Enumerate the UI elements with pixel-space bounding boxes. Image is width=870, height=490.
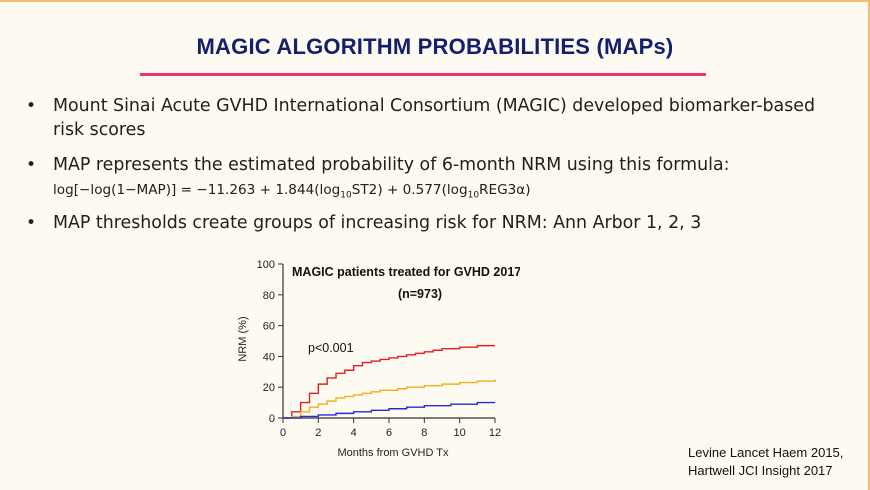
bullet-text: MAP thresholds create groups of increasi… (53, 213, 702, 233)
x-tick-label: 4 (351, 427, 357, 439)
x-axis-label: Months from GVHD Tx (337, 447, 449, 459)
formula-part: log[−log(1−MAP)] = −11.263 + 1.844(log (53, 182, 341, 198)
x-tick-label: 6 (386, 427, 392, 439)
nrm-formula: log[−log(1−MAP)] = −11.263 + 1.844(log10… (53, 182, 531, 201)
y-tick-label: 100 (257, 259, 275, 271)
nrm-line-chart: 0 20 40 60 80 100 0 2 4 6 8 10 12 Months from GVHD Tx… (237, 259, 520, 459)
x-tick-label: 10 (454, 427, 466, 439)
right-border (868, 0, 870, 490)
y-axis-label: NRM (%) (237, 316, 249, 361)
p-value-annotation: p<0.001 (308, 341, 354, 355)
formula-subscript: 10 (340, 190, 352, 201)
x-tick-label: 8 (421, 427, 427, 439)
slide-title: MAGIC ALGORITHM PROBABILITIES (MAPs) (196, 34, 674, 59)
y-tick-label: 80 (263, 290, 275, 302)
x-tick-label: 2 (315, 427, 321, 439)
formula-part: ST2) + 0.577(log (351, 182, 468, 198)
citation: Levine Lancet Haem 2015, Hartwell JCI In… (688, 444, 843, 480)
title-underline (140, 73, 706, 76)
bullet-dot-icon: • (26, 213, 37, 233)
bullet-dot-icon: • (26, 155, 37, 175)
series-line (283, 379, 496, 419)
top-border (0, 0, 870, 2)
x-tick-label: 12 (489, 427, 501, 439)
chart-subtitle: (n=973) (398, 287, 442, 301)
formula-subscript: 10 (467, 190, 480, 201)
formula-part: REG3α) (479, 182, 531, 198)
bullet-dot-icon: • (26, 96, 37, 116)
y-tick-label: 40 (263, 351, 275, 363)
x-tick-label: 0 (280, 427, 286, 439)
bullet-item: • Mount Sinai Acute GVHD International C… (26, 94, 833, 142)
citation-line: Levine Lancet Haem 2015, (688, 445, 844, 460)
y-tick-label: 0 (269, 413, 275, 425)
chart-title: MAGIC patients treated for GVHD 2017-202… (292, 265, 520, 279)
y-tick-label: 60 (263, 321, 275, 333)
bullet-item: • MAP represents the estimated probabili… (26, 153, 729, 177)
bullet-text: MAP represents the estimated probability… (53, 155, 730, 175)
bullet-item: • MAP thresholds create groups of increa… (26, 211, 701, 235)
citation-line: Hartwell JCI Insight 2017 (688, 463, 833, 478)
bullet-text: Mount Sinai Acute GVHD International Con… (53, 96, 816, 140)
series-line (283, 401, 495, 419)
y-tick-label: 20 (263, 382, 275, 394)
series-line (283, 344, 495, 419)
